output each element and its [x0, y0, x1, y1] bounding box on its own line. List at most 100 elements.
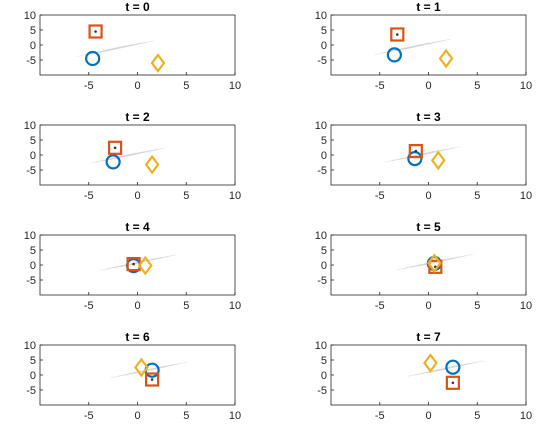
y-tick-label: 10	[315, 340, 327, 352]
y-tick-label: 5	[30, 135, 36, 147]
x-tick-label: 5	[474, 80, 480, 92]
x-tick-label: 5	[474, 300, 480, 312]
streak-mark	[401, 38, 451, 51]
diamond-marker	[137, 255, 153, 276]
y-tick-label: 0	[321, 370, 327, 382]
y-tick-label: 0	[321, 260, 327, 272]
subplot-panel: t = 5 10 5 0 -5 -5 0 5 10	[315, 220, 532, 312]
diamond-marker	[438, 48, 454, 69]
diamond-marker	[430, 150, 446, 171]
circle-marker	[105, 154, 121, 170]
x-tick-label: -5	[375, 300, 385, 312]
subplot-title: t = 0	[125, 0, 150, 14]
y-tick-label: 10	[315, 230, 327, 242]
streak-mark	[126, 254, 176, 266]
x-tick-label: 10	[520, 190, 532, 202]
x-tick-label: -5	[84, 80, 94, 92]
y-tick-label: -5	[317, 275, 327, 287]
y-tick-label: 0	[30, 260, 36, 272]
y-tick-label: -5	[317, 165, 327, 177]
y-tick-label: 0	[30, 150, 36, 162]
streak-mark	[423, 254, 473, 266]
x-tick-label: 5	[183, 410, 189, 422]
streak-mark	[90, 42, 140, 55]
y-tick-label: -5	[317, 55, 327, 67]
streak-mark	[391, 149, 441, 162]
square-center-dot	[396, 33, 399, 36]
y-tick-label: 10	[315, 10, 327, 22]
y-tick-label: 0	[30, 40, 36, 52]
y-tick-label: -5	[26, 385, 36, 397]
x-tick-label: 10	[229, 410, 241, 422]
streak-mark	[398, 148, 448, 160]
y-tick-label: 10	[315, 120, 327, 132]
x-tick-label: -5	[375, 410, 385, 422]
x-tick-label: 10	[229, 80, 241, 92]
square-center-dot	[94, 30, 97, 33]
x-tick-label: 5	[183, 300, 189, 312]
x-tick-label: 5	[474, 410, 480, 422]
subplot-panel: t = 2 10 5 0 -5 -5 0 5 10	[24, 110, 241, 202]
circle-marker	[85, 50, 101, 67]
square-marker	[445, 375, 460, 390]
x-tick-label: 5	[183, 80, 189, 92]
axes-box	[330, 14, 527, 76]
x-tick-label: 10	[520, 410, 532, 422]
x-tick-label: 0	[134, 80, 140, 92]
square-center-dot	[414, 149, 418, 153]
subplot-title: t = 1	[416, 0, 441, 14]
subplot-panel: t = 3 10 5 0 -5 -5 0 5 10	[315, 110, 532, 202]
x-tick-label: -5	[84, 300, 94, 312]
y-tick-label: 0	[321, 40, 327, 52]
subplot-title: t = 5	[416, 220, 441, 234]
streak-mark	[88, 152, 138, 164]
y-tick-label: 5	[30, 25, 36, 37]
square-marker	[408, 144, 423, 159]
subplot-title: t = 4	[125, 220, 150, 234]
x-tick-label: -5	[84, 190, 94, 202]
streak-mark	[102, 150, 152, 162]
x-tick-label: 0	[134, 190, 140, 202]
streak-mark	[394, 40, 444, 52]
square-marker	[428, 259, 443, 274]
x-tick-label: -5	[375, 80, 385, 92]
streak-mark	[77, 45, 127, 57]
streak-mark	[388, 41, 438, 53]
square-center-dot	[132, 262, 135, 266]
diamond-marker	[134, 357, 149, 378]
streak-mark	[427, 361, 477, 374]
streak-mark	[115, 147, 165, 159]
circle-marker	[386, 47, 402, 63]
subplot-title: t = 7	[416, 330, 441, 344]
axes-box	[39, 234, 236, 296]
y-tick-label: 10	[24, 230, 36, 242]
x-tick-label: 0	[134, 300, 140, 312]
diamond-marker	[150, 53, 166, 73]
x-tick-label: 5	[474, 190, 480, 202]
y-tick-label: 5	[321, 25, 327, 37]
subplot-panel: t = 6 10 5 0 -5 -5 0 5 10	[24, 330, 241, 422]
y-tick-label: 5	[30, 355, 36, 367]
circle-marker	[407, 151, 423, 167]
diamond-marker	[423, 353, 438, 373]
y-tick-label: -5	[26, 55, 36, 67]
axes-box	[39, 14, 236, 76]
subplot-panel: t = 4 10 5 0 -5 -5 0 5 10	[24, 220, 241, 312]
y-tick-label: 10	[24, 340, 36, 352]
y-tick-label: 5	[30, 245, 36, 257]
square-center-dot	[451, 381, 455, 385]
streak-mark	[124, 364, 173, 376]
diamond-marker	[426, 253, 442, 274]
x-tick-label: -5	[84, 410, 94, 422]
square-marker	[390, 27, 405, 42]
x-tick-label: 10	[229, 300, 241, 312]
y-tick-label: 5	[321, 355, 327, 367]
streak-mark	[110, 366, 160, 379]
y-tick-label: 10	[24, 10, 36, 22]
y-tick-label: 0	[321, 150, 327, 162]
y-tick-label: -5	[26, 165, 36, 177]
x-tick-label: 10	[229, 190, 241, 202]
y-tick-label: 5	[321, 245, 327, 257]
subplot-panel: t = 0 10 5 0 -5 -5 0 5 10	[24, 0, 241, 92]
